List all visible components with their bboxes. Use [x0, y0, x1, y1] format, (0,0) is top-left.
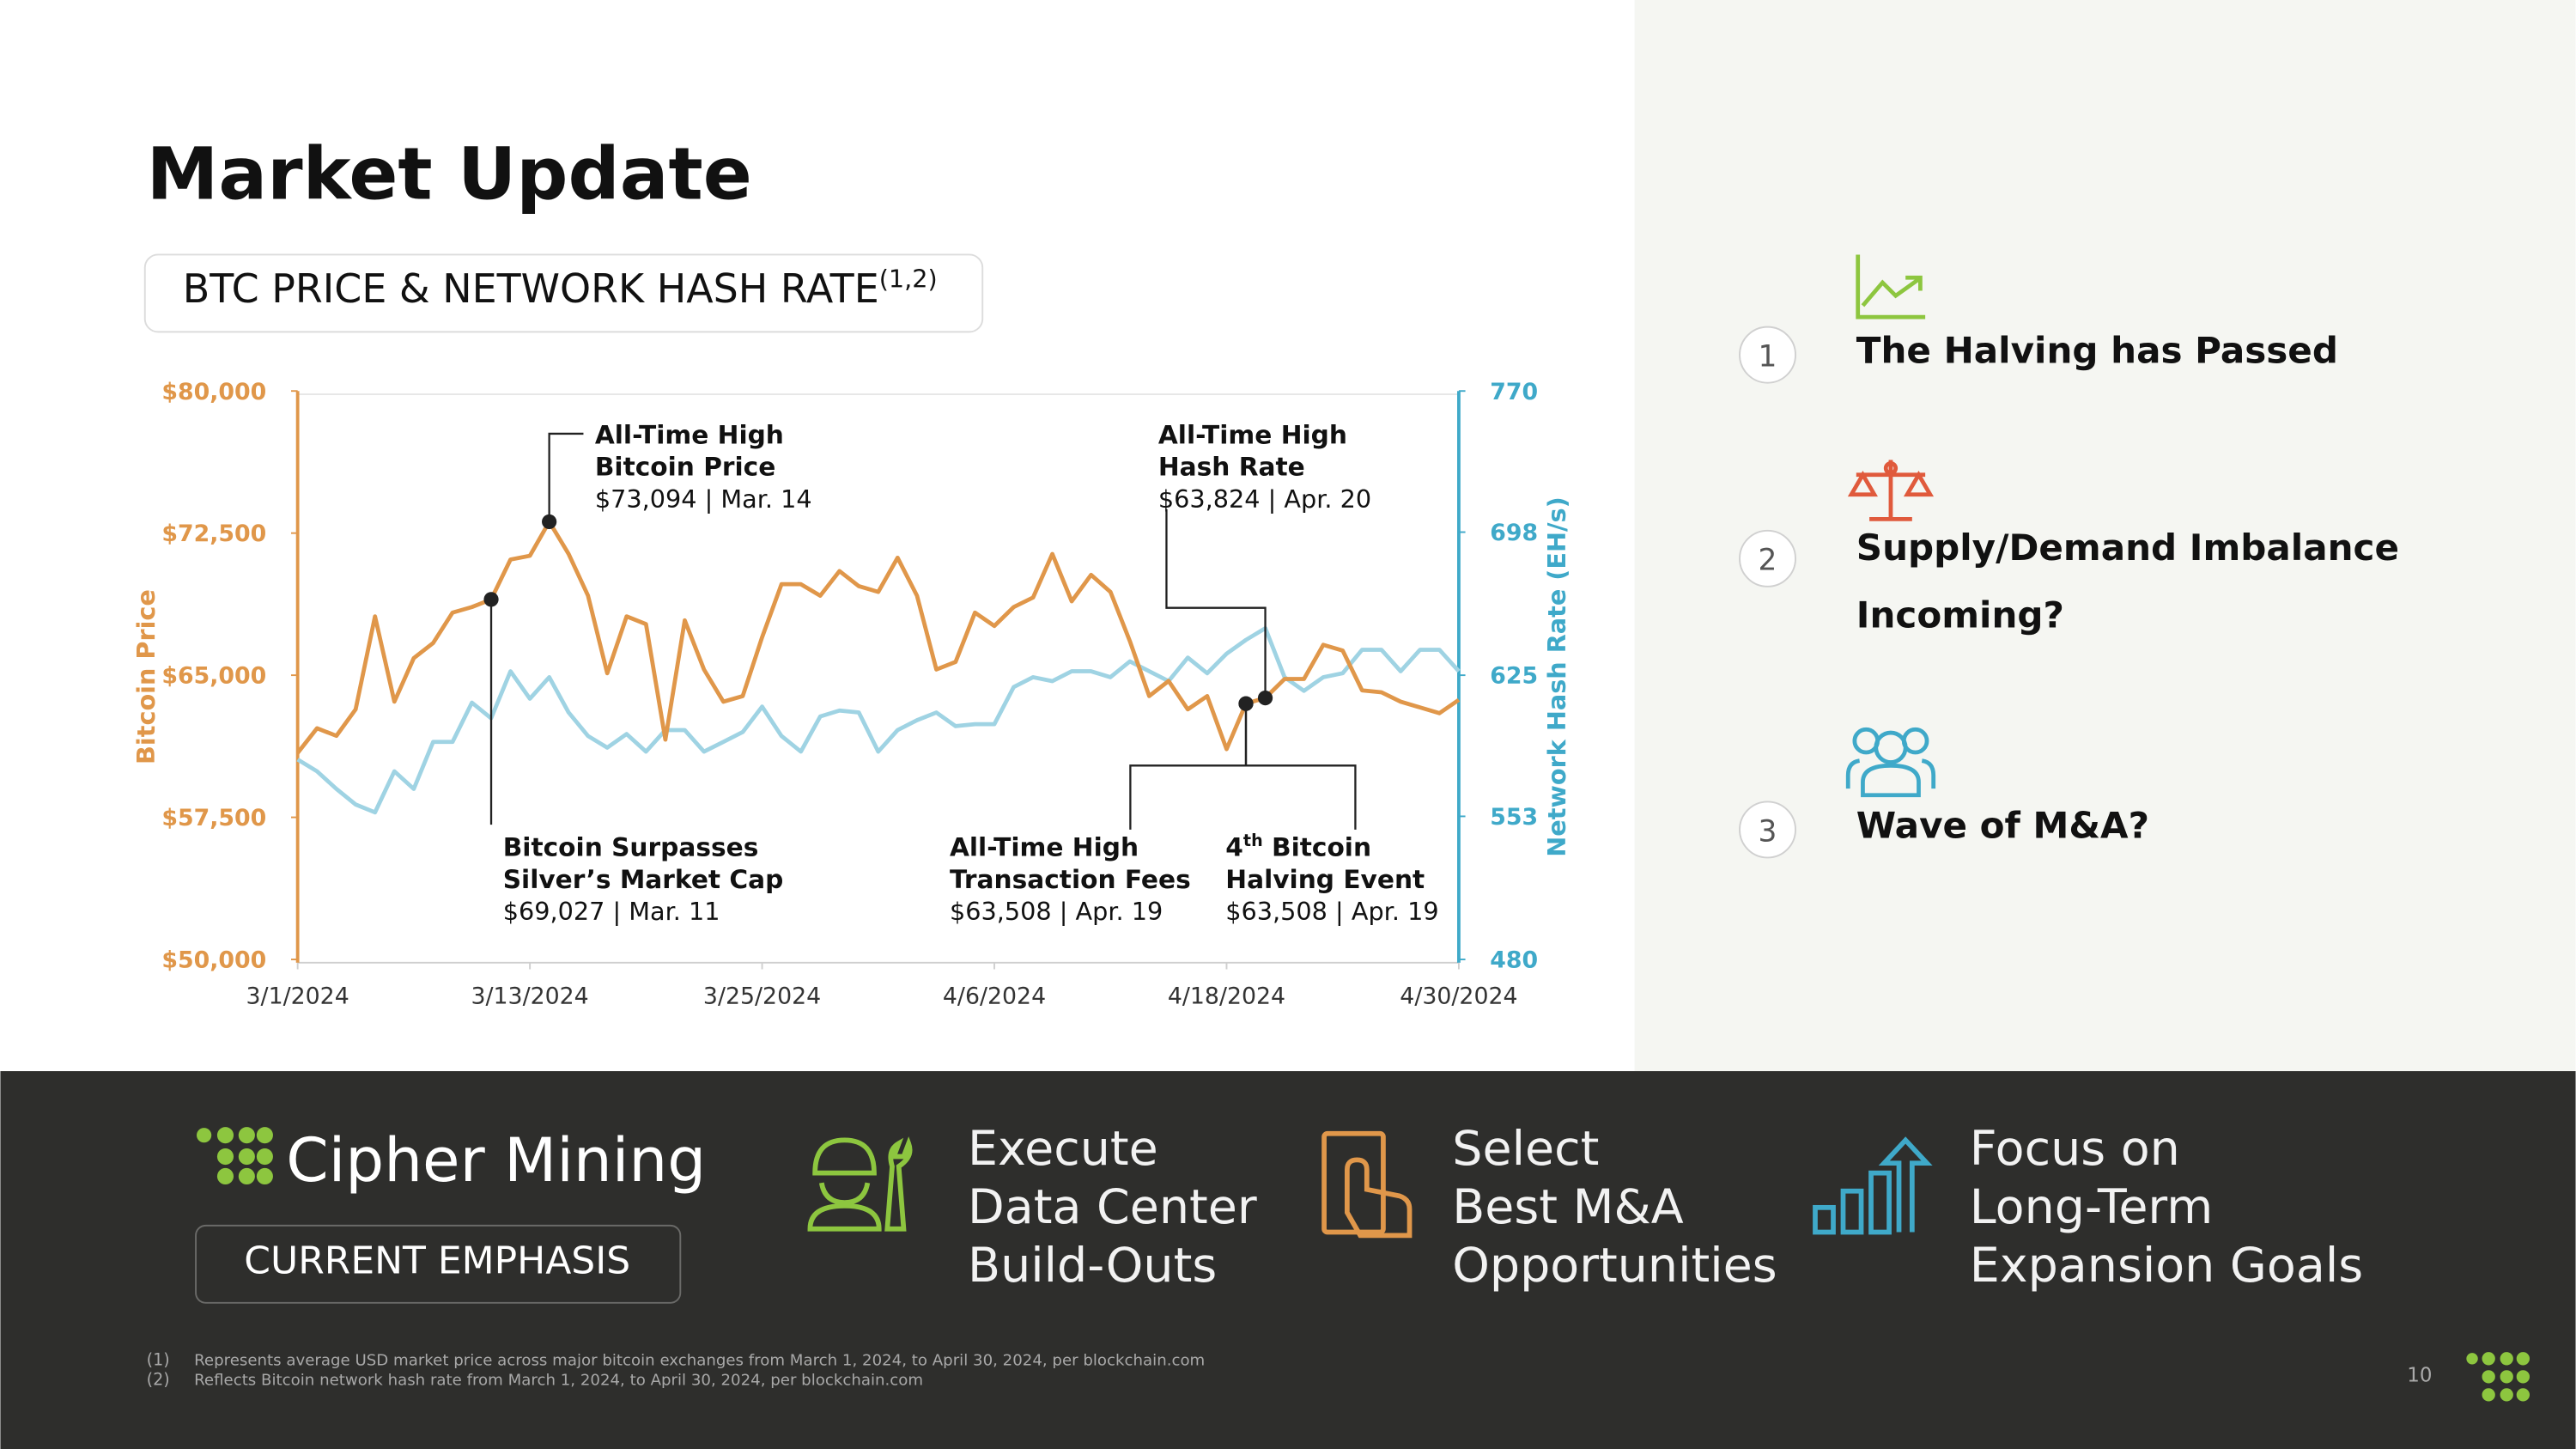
annotation-detail: $63,508 | Apr. 19 [950, 897, 1163, 926]
highlight-text: Supply/Demand Imbalance [1856, 527, 2399, 569]
footnote-text: Represents average USD market price acro… [194, 1351, 1205, 1369]
emphasis-text: Data Center [968, 1180, 1257, 1235]
subtitle-sup: (1,2) [879, 265, 938, 294]
footnote-marker: (2) [147, 1369, 170, 1389]
annotation-point [483, 592, 499, 607]
annotation-title: Hash Rate [1158, 452, 1305, 482]
chart-subtitle: BTC PRICE & NETWORK HASH RATE(1,2) [183, 265, 938, 312]
annotation-leader [548, 432, 584, 522]
y2-tick-label: 553 [1490, 804, 1538, 831]
highlight-text: The Halving has Passed [1856, 330, 2338, 372]
number-badge [1739, 529, 1796, 588]
icon-scales [1847, 460, 1935, 521]
annotation-title: Bitcoin Price [595, 452, 776, 482]
badge-number: 3 [1759, 814, 1777, 849]
annotation-point [1257, 690, 1273, 706]
y-tick-label: $72,500 [161, 521, 266, 547]
side-panel [1634, 0, 2576, 1072]
annotation-title-part: Bitcoin [1263, 832, 1371, 862]
emphasis-text: Build-Outs [968, 1239, 1217, 1294]
annotation-point [1238, 696, 1254, 711]
emphasis-text: Expansion Goals [1970, 1239, 2363, 1294]
emphasis-box [195, 1224, 682, 1304]
brand-name: Cipher Mining [286, 1124, 706, 1196]
icon-growth [1813, 1136, 1933, 1235]
highlight-text: Wave of M&A? [1856, 804, 2149, 846]
badge-number: 1 [1759, 340, 1777, 374]
annotation-title: Silver’s Market Cap [503, 864, 784, 894]
number-badge [1739, 326, 1796, 384]
page-number: 10 [2407, 1365, 2432, 1387]
subtitle-box [143, 253, 984, 333]
emphasis-text: Best M&A [1452, 1180, 1684, 1235]
x-tick-label: 4/18/2024 [1168, 983, 1285, 1010]
annotation-title: 4th Bitcoin [1225, 831, 1371, 861]
icon-chart [1856, 254, 1926, 320]
annotation-title: All-Time High [595, 419, 784, 449]
annotation-detail: $69,027 | Mar. 11 [503, 897, 720, 926]
badge-number: 2 [1759, 544, 1777, 578]
y2-axis-label: Network Hash Rate (EH/s) [1542, 496, 1571, 856]
slide-title: Market Update [147, 131, 752, 216]
corner-logo [2466, 1352, 2530, 1402]
footnote-text: Reflects Bitcoin network hash rate from … [194, 1371, 923, 1389]
annotation-detail: $63,508 | Apr. 19 [1225, 897, 1438, 926]
logo-dots [197, 1127, 273, 1185]
x-tick-label: 4/30/2024 [1400, 983, 1517, 1010]
x-tick-label: 3/25/2024 [703, 983, 821, 1010]
annotation-title-part: th [1243, 831, 1263, 850]
footer-band [0, 1071, 2576, 1449]
footnote-marker: (1) [147, 1349, 170, 1369]
y-tick-label: $57,500 [161, 805, 266, 831]
x-tick-label: 3/13/2024 [471, 983, 588, 1010]
y-tick-label: $50,000 [161, 947, 266, 974]
y2-tick-label: 698 [1490, 520, 1538, 546]
x-tick-label: 3/1/2024 [246, 983, 349, 1010]
annotation-leader [1165, 508, 1267, 698]
annotation-leader [1244, 703, 1357, 830]
x-tick-label: 4/6/2024 [943, 983, 1046, 1010]
y2-tick-label: 480 [1490, 947, 1538, 974]
annotation-title: Transaction Fees [950, 864, 1191, 894]
subtitle-text: BTC PRICE & NETWORK HASH RATE [183, 265, 879, 312]
annotation-title: All-Time High [950, 832, 1139, 862]
icon-people [1845, 727, 1936, 798]
y2-tick-label: 625 [1490, 663, 1538, 690]
y2-tick-label: 770 [1490, 379, 1538, 405]
annotation-title: Halving Event [1225, 864, 1425, 894]
annotation-point [542, 514, 557, 530]
y-tick-label: $80,000 [161, 379, 266, 405]
y-tick-label: $65,000 [161, 663, 266, 690]
annotation-title: Bitcoin Surpasses [503, 832, 759, 862]
annotation-title-part: 4 [1225, 832, 1243, 862]
annotation-detail: $63,824 | Apr. 20 [1158, 484, 1371, 514]
emphasis-text: Opportunities [1452, 1239, 1777, 1294]
emphasis-label: CURRENT EMPHASIS [244, 1239, 630, 1282]
emphasis-text: Select [1452, 1122, 1599, 1177]
emphasis-text: Execute [968, 1122, 1158, 1177]
annotation-detail: $73,094 | Mar. 14 [595, 484, 812, 514]
emphasis-text: Focus on [1970, 1122, 2180, 1177]
y-axis-label: Bitcoin Price [131, 589, 161, 764]
icon-build [807, 1136, 913, 1232]
highlight-text: Incoming? [1856, 594, 2064, 636]
icon-select [1321, 1130, 1413, 1239]
number-badge [1739, 801, 1796, 859]
emphasis-text: Long-Term [1970, 1180, 2214, 1235]
annotation-title: All-Time High [1158, 419, 1347, 449]
